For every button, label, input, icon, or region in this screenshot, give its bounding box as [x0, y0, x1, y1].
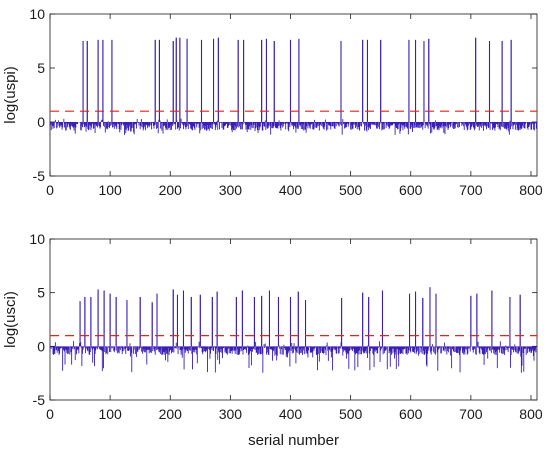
x-tick-label: 600 [399, 182, 423, 198]
y-tick-label: 10 [29, 231, 45, 247]
series-stems [49, 287, 537, 373]
x-tick-label: 700 [459, 182, 483, 198]
y-tick-label: 5 [37, 285, 45, 301]
x-tick-label: 800 [519, 182, 543, 198]
x-tick-label: 500 [339, 182, 363, 198]
x-tick-label: 700 [459, 406, 483, 422]
x-tick-label: 300 [219, 406, 243, 422]
x-axis-label: serial number [248, 432, 339, 449]
y-tick-label: 5 [37, 60, 45, 76]
plot-frame [49, 238, 538, 401]
x-tick-label: 800 [519, 406, 543, 422]
y-tick-label: -5 [33, 392, 46, 408]
data-series [49, 37, 537, 135]
x-tick-label: 0 [46, 182, 54, 198]
x-tick-label: 400 [279, 182, 303, 198]
data-series [49, 287, 537, 373]
x-tick-label: 100 [98, 406, 122, 422]
x-tick-label: 400 [279, 406, 303, 422]
x-tick-label: 100 [98, 182, 122, 198]
plot-frame [49, 13, 538, 177]
x-tick-label: 500 [339, 406, 363, 422]
x-tick-label: 200 [159, 182, 183, 198]
y-axis-label: log(uspi) [2, 66, 19, 124]
y-tick-label: -5 [33, 168, 46, 184]
x-tick-label: 300 [219, 182, 243, 198]
x-tick-label: 200 [159, 406, 183, 422]
y-tick-label: 0 [37, 114, 45, 130]
y-axis-label: log(usci) [2, 291, 19, 348]
y-tick-label: 0 [37, 338, 45, 354]
series-stems [49, 37, 537, 135]
x-tick-label: 600 [399, 406, 423, 422]
x-tick-label: 0 [46, 406, 54, 422]
y-tick-label: 10 [29, 6, 45, 22]
